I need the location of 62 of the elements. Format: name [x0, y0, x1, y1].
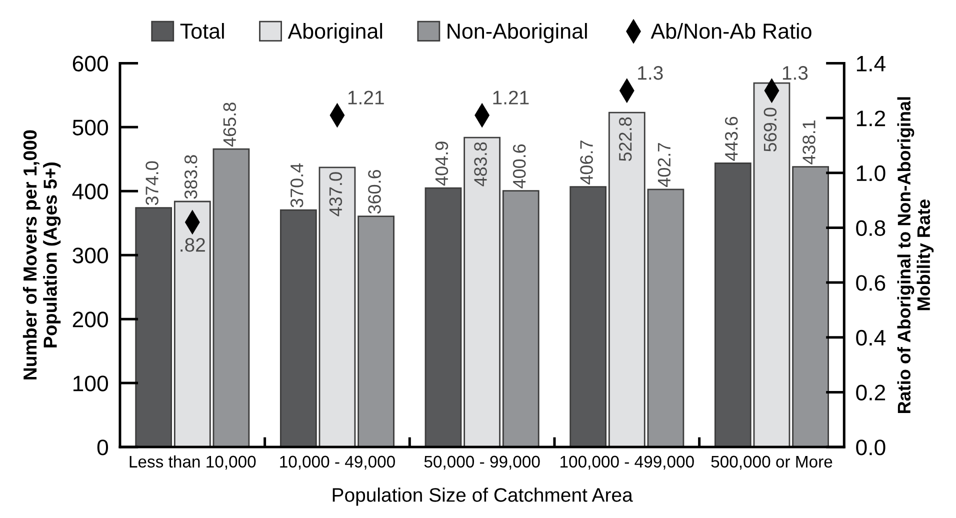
- y-tick-label: 600: [72, 56, 108, 72]
- y2-tick-label: 0.4: [856, 330, 886, 346]
- y-tick-label: 0: [97, 440, 108, 456]
- y-tick-label: 300: [72, 248, 108, 264]
- bar: [714, 162, 752, 448]
- data-label: .82: [180, 238, 205, 252]
- data-label: 569.0: [764, 108, 777, 152]
- y2-tick-label: 0.6: [856, 275, 886, 291]
- x-tick-label: 10,000 - 49,000: [280, 456, 395, 470]
- x-tick-label: 500,000 or More: [711, 456, 832, 470]
- bar: [502, 190, 540, 448]
- bar: [358, 216, 394, 448]
- data-label: 360.6: [368, 170, 381, 214]
- data-label: 400.6: [512, 144, 526, 188]
- data-label: 404.9: [435, 142, 448, 186]
- y-tick-label: 100: [73, 376, 108, 392]
- bar: [174, 200, 211, 448]
- data-label: 437.0: [329, 172, 342, 216]
- data-label: 402.7: [658, 143, 671, 187]
- y2-tick-label: 0.2: [856, 384, 886, 400]
- bar: [753, 82, 790, 448]
- y2-tick-label: 0.8: [856, 220, 886, 236]
- y2-tick-label: 1.2: [856, 110, 886, 126]
- bar: [424, 187, 462, 448]
- bar: [647, 188, 684, 448]
- legend-label: Aboriginal: [288, 23, 382, 44]
- data-label: 1.21: [348, 90, 384, 104]
- bar: [792, 166, 829, 448]
- bar: [280, 209, 317, 448]
- y-tick-label: 400: [72, 184, 108, 200]
- x-axis-title: Population Size of Catchment Area: [332, 488, 633, 506]
- x-tick-label: 50,000 - 99,000: [424, 456, 540, 470]
- bar: [212, 148, 250, 448]
- y2-axis-title: Ratio of Aboriginal to Non-Aboriginal Mobility Rate: [897, 97, 934, 414]
- y2-tick-label: 1.4: [856, 56, 886, 72]
- y-axis-title: Number of Movers per 1,000 Population (Ages 5+): [22, 130, 61, 380]
- y-tick-label: 500: [72, 120, 108, 136]
- y-tick-label: 200: [72, 312, 108, 328]
- data-label: 483.8: [474, 142, 487, 186]
- bar: [608, 112, 646, 448]
- bar: [570, 186, 607, 448]
- data-label: 443.6: [724, 116, 738, 161]
- x-tick-label: Less than 10,000: [130, 455, 256, 470]
- data-label: 1.3: [782, 66, 808, 80]
- data-label: 383.8: [184, 155, 198, 199]
- data-label: 522.8: [618, 117, 632, 162]
- data-label: 374.0: [146, 161, 158, 206]
- bar: [135, 207, 172, 448]
- legend-label: Non-Aboriginal: [448, 23, 587, 44]
- y2-tick-label: 0.0: [856, 440, 886, 456]
- legend-label: Ab/Non-Ab Ratio: [650, 23, 812, 39]
- data-label: 406.7: [580, 140, 593, 184]
- bar: [464, 136, 500, 448]
- y2-tick-label: 1.0: [856, 165, 886, 182]
- bar: [318, 166, 356, 448]
- data-label: 465.8: [223, 102, 236, 147]
- legend-label: Total: [180, 23, 224, 39]
- data-label: 438.1: [802, 120, 816, 164]
- data-label: 370.4: [290, 163, 304, 208]
- x-tick-label: 100,000 - 499,000: [560, 456, 694, 470]
- data-label: 1.3: [638, 66, 663, 80]
- data-label: 1.21: [493, 90, 529, 104]
